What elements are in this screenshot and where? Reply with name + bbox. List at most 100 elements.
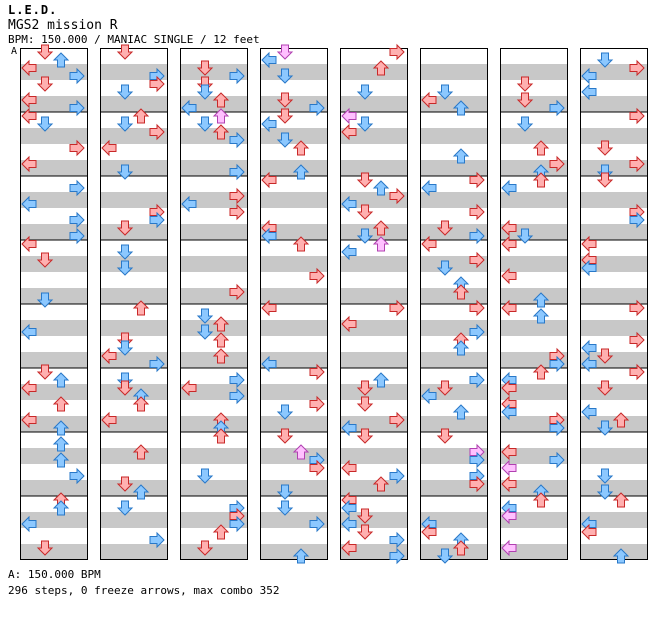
step-arrow-down xyxy=(596,140,614,156)
step-arrow-left xyxy=(181,379,197,397)
step-arrow-right xyxy=(229,371,245,389)
step-arrow-left xyxy=(261,227,277,245)
step-arrow-right xyxy=(389,467,405,485)
step-arrow-left xyxy=(261,355,277,373)
step-arrow-down xyxy=(596,172,614,188)
step-arrow-down xyxy=(276,68,294,84)
step-arrow-down xyxy=(596,484,614,500)
step-arrow-down xyxy=(36,116,54,132)
step-arrow-down xyxy=(116,44,134,60)
step-arrow-up xyxy=(132,300,150,316)
step-arrow-up xyxy=(372,180,390,196)
step-arrow-down xyxy=(356,228,374,244)
step-arrow-right xyxy=(389,547,405,565)
step-arrow-down xyxy=(356,380,374,396)
step-arrow-up xyxy=(212,108,230,124)
step-arrow-right xyxy=(69,99,85,117)
step-arrow-left xyxy=(21,515,37,533)
step-arrow-right xyxy=(229,387,245,405)
step-arrow-down xyxy=(276,132,294,148)
step-arrow-up xyxy=(372,60,390,76)
step-arrow-up xyxy=(452,540,470,556)
step-arrow-up xyxy=(132,444,150,460)
step-arrow-up xyxy=(612,548,630,564)
step-arrow-right xyxy=(389,411,405,429)
step-arrow-up xyxy=(532,308,550,324)
step-arrow-left xyxy=(341,107,357,125)
step-arrow-down xyxy=(196,60,214,76)
step-arrow-down xyxy=(356,508,374,524)
step-arrow-down xyxy=(196,324,214,340)
step-arrow-up xyxy=(292,548,310,564)
step-arrow-right xyxy=(629,211,645,229)
step-arrow-up xyxy=(452,148,470,164)
step-arrow-down xyxy=(276,108,294,124)
step-arrow-up xyxy=(532,292,550,308)
step-arrow-left xyxy=(181,99,197,117)
step-arrow-left xyxy=(21,235,37,253)
song-artist: L.E.D. xyxy=(8,3,58,17)
step-arrow-down xyxy=(36,292,54,308)
step-arrow-right xyxy=(69,139,85,157)
step-arrow-up xyxy=(212,348,230,364)
step-arrow-up xyxy=(452,340,470,356)
step-arrow-down xyxy=(196,116,214,132)
step-arrow-down xyxy=(116,500,134,516)
step-arrow-down xyxy=(436,220,454,236)
step-arrow-down xyxy=(596,52,614,68)
step-arrow-right xyxy=(469,203,485,221)
step-arrow-left xyxy=(21,107,37,125)
step-arrow-down xyxy=(116,380,134,396)
step-arrow-down xyxy=(276,404,294,420)
step-arrow-right xyxy=(629,331,645,349)
step-arrow-right xyxy=(149,355,165,373)
step-arrow-left xyxy=(341,243,357,261)
step-arrow-up xyxy=(52,372,70,388)
step-arrow-left xyxy=(101,139,117,157)
step-arrow-right xyxy=(549,355,565,373)
step-arrow-up xyxy=(532,492,550,508)
step-arrow-down xyxy=(116,116,134,132)
step-arrow-down xyxy=(436,428,454,444)
step-arrow-up xyxy=(52,500,70,516)
step-arrow-down xyxy=(196,84,214,100)
step-arrow-right xyxy=(149,211,165,229)
step-arrow-left xyxy=(501,179,517,197)
step-arrow-right xyxy=(309,459,325,477)
step-arrow-left xyxy=(21,59,37,77)
step-arrow-left xyxy=(421,179,437,197)
step-arrow-right xyxy=(229,131,245,149)
step-arrow-down xyxy=(36,540,54,556)
step-arrow-left xyxy=(21,155,37,173)
step-arrow-right xyxy=(469,171,485,189)
step-arrow-down xyxy=(356,396,374,412)
step-arrow-up xyxy=(532,172,550,188)
step-arrow-right xyxy=(389,299,405,317)
step-arrow-up xyxy=(372,220,390,236)
step-arrow-right xyxy=(149,123,165,141)
step-arrow-down xyxy=(36,252,54,268)
step-arrow-left xyxy=(261,299,277,317)
step-arrow-down xyxy=(356,428,374,444)
step-arrow-left xyxy=(501,403,517,421)
step-arrow-right xyxy=(549,99,565,117)
step-arrow-down xyxy=(36,364,54,380)
step-arrow-left xyxy=(341,419,357,437)
step-arrow-down xyxy=(276,92,294,108)
step-arrow-down xyxy=(436,84,454,100)
step-arrow-up xyxy=(132,108,150,124)
chart-column xyxy=(100,48,168,560)
step-arrow-right xyxy=(69,211,85,229)
step-arrow-down xyxy=(356,116,374,132)
step-arrow-left xyxy=(501,507,517,525)
step-arrow-up xyxy=(612,412,630,428)
chart-column xyxy=(180,48,248,560)
step-arrow-up xyxy=(132,484,150,500)
step-arrow-right xyxy=(149,75,165,93)
step-arrow-right xyxy=(469,323,485,341)
step-arrow-right xyxy=(149,531,165,549)
step-arrow-left xyxy=(581,355,597,373)
step-arrow-up xyxy=(452,100,470,116)
step-arrow-left xyxy=(21,379,37,397)
